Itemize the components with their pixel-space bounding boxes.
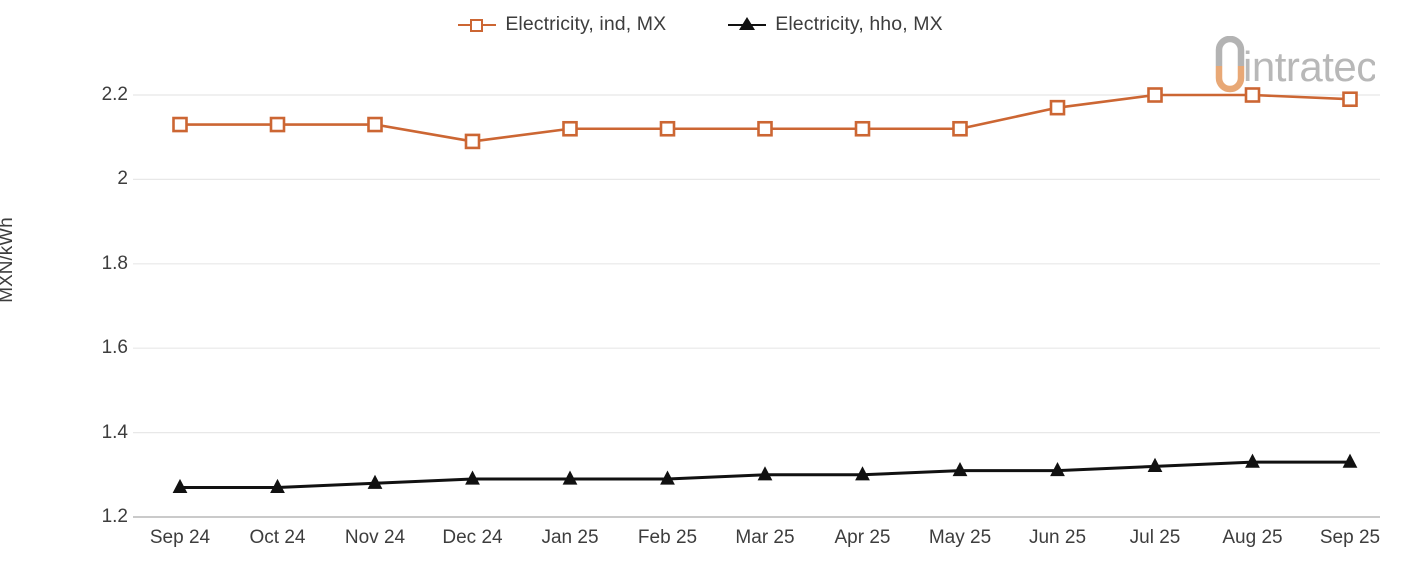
data-point-triangle-icon[interactable] — [952, 462, 968, 477]
y-axis-tick-labels: 1.2 1.4 1.6 1.8 2 2.2 — [68, 0, 128, 561]
y-axis-tick-label: 2.2 — [101, 84, 128, 105]
data-point-square-icon[interactable] — [367, 116, 383, 133]
x-axis-tick-label: Nov 24 — [344, 527, 406, 548]
legend-item-electricity-ind[interactable]: Electricity, ind, MX — [458, 13, 666, 36]
x-axis-tick-label: May 25 — [928, 527, 992, 548]
x-axis-tick-label: Oct 24 — [249, 527, 306, 548]
data-point-triangle-icon[interactable] — [660, 470, 675, 485]
data-point-square-icon[interactable] — [172, 116, 188, 133]
data-point-triangle-icon[interactable] — [1050, 462, 1065, 477]
legend-label-electricity-ind: Electricity, ind, MX — [505, 13, 667, 35]
data-point-square-icon[interactable] — [952, 120, 968, 137]
y-axis-tick-label: 1.8 — [101, 252, 128, 274]
x-axis-tick-label: Dec 24 — [442, 527, 503, 548]
x-axis-tick-label: Mar 25 — [735, 527, 795, 548]
legend-item-electricity-hho[interactable]: Electricity, hho, MX — [728, 13, 943, 36]
data-point-triangle-icon[interactable] — [855, 466, 870, 481]
x-axis-tick-label: Jul 25 — [1129, 527, 1181, 548]
data-point-square-icon[interactable] — [854, 120, 871, 137]
data-point-square-icon[interactable] — [269, 116, 286, 133]
data-point-triangle-icon[interactable] — [465, 470, 480, 485]
data-point-triangle-icon[interactable] — [1342, 453, 1358, 468]
y-axis-tick-label: 1.6 — [101, 337, 128, 359]
data-point-square-icon[interactable] — [1049, 99, 1066, 116]
legend-marker-triangle-filled-icon — [728, 16, 767, 34]
x-axis-tick-label: Aug 25 — [1222, 527, 1283, 548]
data-point-triangle-icon[interactable] — [270, 478, 285, 494]
data-point-triangle-icon[interactable] — [367, 474, 383, 489]
data-point-square-icon[interactable] — [757, 120, 773, 137]
data-point-square-icon[interactable] — [1147, 87, 1163, 103]
x-axis-tick-label: Jan 25 — [541, 527, 599, 548]
data-point-square-icon[interactable] — [1342, 91, 1358, 108]
data-point-square-icon[interactable] — [1244, 87, 1261, 103]
data-point-triangle-icon[interactable] — [1147, 457, 1163, 472]
series-1 — [172, 87, 1358, 150]
x-axis-tick-label: Sep 25 — [1319, 527, 1381, 548]
x-axis-tick-label: Jun 25 — [1028, 527, 1087, 548]
y-axis-tick-label: 1.2 — [101, 506, 128, 527]
data-point-triangle-icon[interactable] — [757, 466, 773, 481]
data-point-square-icon[interactable] — [659, 120, 676, 137]
data-point-square-icon[interactable] — [562, 120, 578, 137]
data-point-triangle-icon[interactable] — [172, 478, 188, 494]
y-axis-tick-label: 1.4 — [101, 421, 128, 443]
y-axis-tick-label: 2 — [117, 168, 128, 190]
series-layer — [172, 87, 1358, 494]
grid-lines — [133, 94, 1380, 518]
chart-legend: Electricity, ind, MX Electricity, hho, M… — [0, 13, 1401, 36]
x-axis-tick-label: Apr 25 — [834, 527, 891, 548]
data-point-triangle-icon[interactable] — [1245, 453, 1260, 468]
x-axis-tick-label: Sep 24 — [149, 527, 211, 548]
series-2 — [172, 453, 1358, 494]
x-axis-tick-label: Feb 25 — [637, 527, 698, 548]
legend-marker-square-open-icon — [458, 16, 497, 34]
data-point-triangle-icon[interactable] — [562, 470, 578, 485]
legend-label-electricity-hho: Electricity, hho, MX — [775, 13, 943, 35]
data-point-square-icon[interactable] — [464, 133, 481, 150]
